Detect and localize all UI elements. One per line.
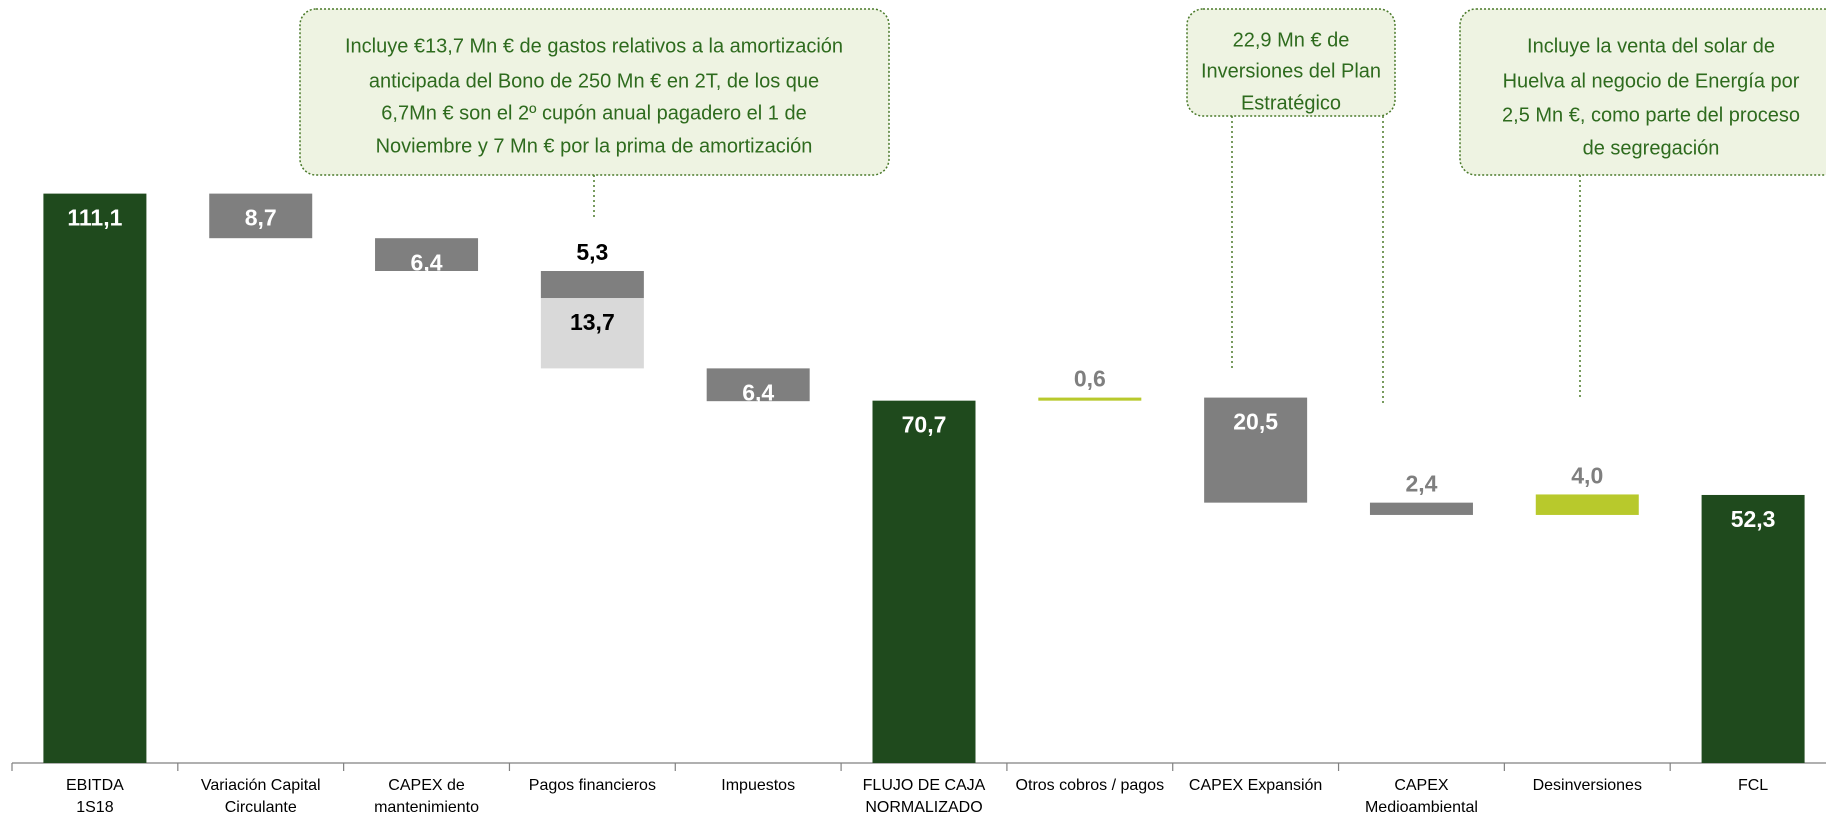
callout-text: anticipada del Bono de 250 Mn € en 2T, d… bbox=[369, 70, 819, 92]
delta-bar bbox=[1535, 494, 1639, 515]
x-tick-label: Variación Capital bbox=[201, 777, 321, 794]
value-label: 2,4 bbox=[1405, 471, 1437, 497]
x-tick-label: Medioambiental bbox=[1365, 799, 1478, 816]
x-tick-label: 1S18 bbox=[76, 799, 113, 816]
value-label: 111,1 bbox=[67, 205, 122, 231]
delta-bar bbox=[540, 298, 644, 369]
total-bar bbox=[1701, 494, 1805, 763]
callout-text: Inversiones del Plan bbox=[1201, 60, 1381, 82]
callout-box bbox=[1459, 8, 1826, 176]
x-tick-label: FLUJO DE CAJA bbox=[863, 777, 986, 794]
x-tick-label: Impuestos bbox=[721, 777, 795, 794]
callout-text: Incluye la venta del solar de bbox=[1527, 35, 1775, 57]
value-label: 6,4 bbox=[742, 379, 774, 405]
value-label: 8,7 bbox=[245, 205, 277, 231]
value-label: 13,7 bbox=[570, 309, 615, 335]
value-label: 52,3 bbox=[1731, 506, 1776, 532]
delta-bar bbox=[1369, 502, 1473, 515]
callout-box bbox=[1186, 8, 1396, 117]
callout-text: Estratégico bbox=[1241, 92, 1341, 114]
x-tick-label: FCL bbox=[1738, 777, 1768, 794]
delta-bar bbox=[209, 193, 313, 239]
callout-text: 22,9 Mn € de bbox=[1233, 29, 1350, 51]
x-tick-label: CAPEX bbox=[1394, 777, 1449, 794]
total-bar bbox=[872, 400, 976, 763]
x-tick-label: EBITDA bbox=[66, 777, 124, 794]
callout-text: 2,5 Mn €, como parte del proceso bbox=[1502, 104, 1800, 126]
delta-bar bbox=[1038, 397, 1142, 401]
x-tick-label: Otros cobros / pagos bbox=[1016, 777, 1165, 794]
x-tick-label: mantenimiento bbox=[374, 799, 479, 816]
delta-bar bbox=[540, 271, 644, 299]
delta-bar bbox=[1204, 397, 1308, 503]
value-label: 70,7 bbox=[902, 412, 947, 438]
x-tick-label: Pagos financieros bbox=[529, 777, 656, 794]
callout-box bbox=[299, 8, 890, 176]
value-label: 0,6 bbox=[1074, 366, 1106, 392]
x-tick-label: Circulante bbox=[225, 799, 297, 816]
x-tick-label: CAPEX Expansión bbox=[1189, 777, 1322, 794]
callout-text: de segregación bbox=[1583, 137, 1720, 159]
value-label: 4,0 bbox=[1571, 463, 1603, 489]
value-label: 20,5 bbox=[1233, 409, 1278, 435]
total-bar bbox=[43, 193, 147, 764]
delta-bar bbox=[375, 238, 479, 271]
callout-text: 6,7Mn € son el 2º cupón anual pagadero e… bbox=[381, 102, 806, 124]
x-tick-label: NORMALIZADO bbox=[865, 799, 982, 816]
callout-text: Noviembre y 7 Mn € por la prima de amort… bbox=[376, 135, 813, 157]
x-tick-label: Desinversiones bbox=[1533, 777, 1642, 794]
callout-text: Huelva al negocio de Energía por bbox=[1503, 70, 1800, 92]
value-label: 6,4 bbox=[411, 249, 443, 275]
callout-text: Incluye €13,7 Mn € de gastos relativos a… bbox=[345, 35, 843, 57]
x-tick-label: CAPEX de bbox=[388, 777, 465, 794]
delta-bar bbox=[706, 368, 810, 402]
value-label: 5,3 bbox=[576, 239, 608, 265]
